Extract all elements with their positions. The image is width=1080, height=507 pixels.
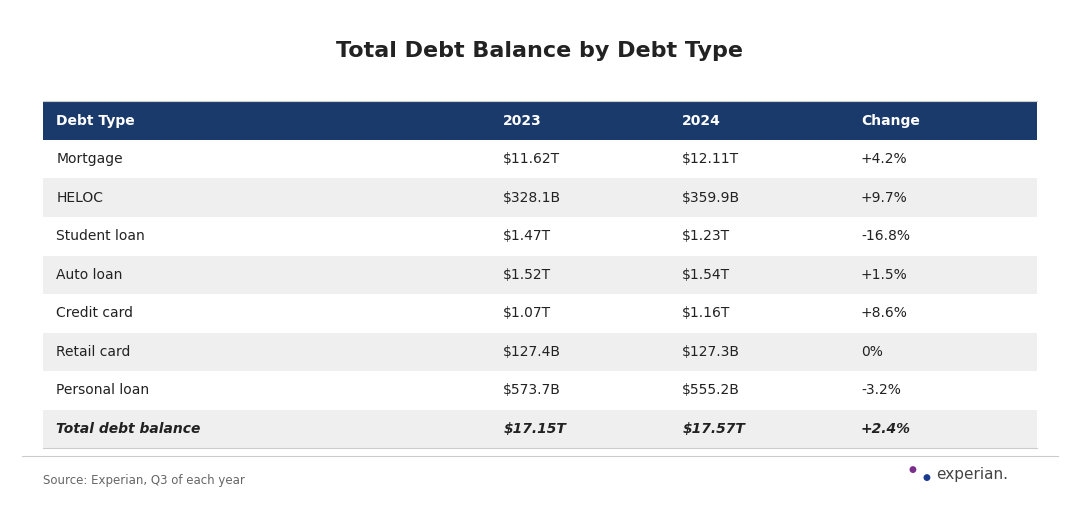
Bar bbox=[848, 410, 1037, 448]
Bar bbox=[43, 101, 490, 140]
Text: $573.7B: $573.7B bbox=[503, 383, 562, 397]
Bar bbox=[490, 333, 670, 371]
Text: Source: Experian, Q3 of each year: Source: Experian, Q3 of each year bbox=[43, 474, 245, 487]
Text: $1.47T: $1.47T bbox=[503, 229, 552, 243]
Bar bbox=[43, 371, 490, 410]
Text: Student loan: Student loan bbox=[56, 229, 145, 243]
Text: 0%: 0% bbox=[861, 345, 882, 359]
Bar bbox=[490, 178, 670, 217]
Text: $127.3B: $127.3B bbox=[683, 345, 740, 359]
Text: $328.1B: $328.1B bbox=[503, 191, 562, 205]
Text: 2023: 2023 bbox=[503, 114, 542, 128]
Text: +9.7%: +9.7% bbox=[861, 191, 907, 205]
Bar bbox=[670, 178, 848, 217]
Text: $17.15T: $17.15T bbox=[503, 422, 566, 436]
Bar bbox=[43, 333, 490, 371]
Text: Total debt balance: Total debt balance bbox=[56, 422, 201, 436]
Text: Auto loan: Auto loan bbox=[56, 268, 122, 282]
Text: ●: ● bbox=[908, 465, 917, 475]
Text: Retail card: Retail card bbox=[56, 345, 131, 359]
Bar bbox=[43, 140, 490, 178]
Bar bbox=[490, 256, 670, 294]
Text: experian.: experian. bbox=[936, 466, 1009, 482]
Bar bbox=[670, 140, 848, 178]
Text: $1.16T: $1.16T bbox=[683, 306, 730, 320]
Text: +8.6%: +8.6% bbox=[861, 306, 908, 320]
Bar bbox=[670, 371, 848, 410]
Text: -3.2%: -3.2% bbox=[861, 383, 901, 397]
Text: ●: ● bbox=[922, 473, 931, 482]
Text: $17.57T: $17.57T bbox=[683, 422, 745, 436]
Text: $1.07T: $1.07T bbox=[503, 306, 552, 320]
Bar bbox=[670, 101, 848, 140]
Bar bbox=[490, 101, 670, 140]
Bar bbox=[490, 410, 670, 448]
Bar bbox=[490, 294, 670, 333]
Bar bbox=[43, 294, 490, 333]
Text: Total Debt Balance by Debt Type: Total Debt Balance by Debt Type bbox=[337, 41, 743, 60]
Bar bbox=[43, 256, 490, 294]
Text: $1.52T: $1.52T bbox=[503, 268, 552, 282]
Bar bbox=[670, 410, 848, 448]
Text: $11.62T: $11.62T bbox=[503, 152, 561, 166]
Text: $127.4B: $127.4B bbox=[503, 345, 562, 359]
Bar bbox=[43, 217, 490, 256]
Text: $555.2B: $555.2B bbox=[683, 383, 740, 397]
Text: Personal loan: Personal loan bbox=[56, 383, 149, 397]
Text: Mortgage: Mortgage bbox=[56, 152, 123, 166]
Bar bbox=[848, 333, 1037, 371]
Text: 2024: 2024 bbox=[683, 114, 721, 128]
Text: +4.2%: +4.2% bbox=[861, 152, 907, 166]
Bar bbox=[43, 410, 490, 448]
Text: $12.11T: $12.11T bbox=[683, 152, 739, 166]
Bar bbox=[490, 217, 670, 256]
Text: -16.8%: -16.8% bbox=[861, 229, 910, 243]
Bar bbox=[670, 333, 848, 371]
Bar bbox=[848, 178, 1037, 217]
Bar bbox=[490, 371, 670, 410]
Bar bbox=[490, 140, 670, 178]
Bar bbox=[848, 371, 1037, 410]
Bar bbox=[848, 140, 1037, 178]
Text: $1.23T: $1.23T bbox=[683, 229, 730, 243]
Text: +2.4%: +2.4% bbox=[861, 422, 910, 436]
Bar bbox=[670, 294, 848, 333]
Text: $1.54T: $1.54T bbox=[683, 268, 730, 282]
Bar bbox=[848, 217, 1037, 256]
Text: +1.5%: +1.5% bbox=[861, 268, 907, 282]
Bar bbox=[670, 256, 848, 294]
Text: $359.9B: $359.9B bbox=[683, 191, 740, 205]
Bar bbox=[848, 256, 1037, 294]
Text: Credit card: Credit card bbox=[56, 306, 133, 320]
Bar bbox=[848, 294, 1037, 333]
Bar bbox=[848, 101, 1037, 140]
Bar bbox=[670, 217, 848, 256]
Text: Debt Type: Debt Type bbox=[56, 114, 135, 128]
Text: HELOC: HELOC bbox=[56, 191, 104, 205]
Bar bbox=[43, 178, 490, 217]
Text: Change: Change bbox=[861, 114, 920, 128]
